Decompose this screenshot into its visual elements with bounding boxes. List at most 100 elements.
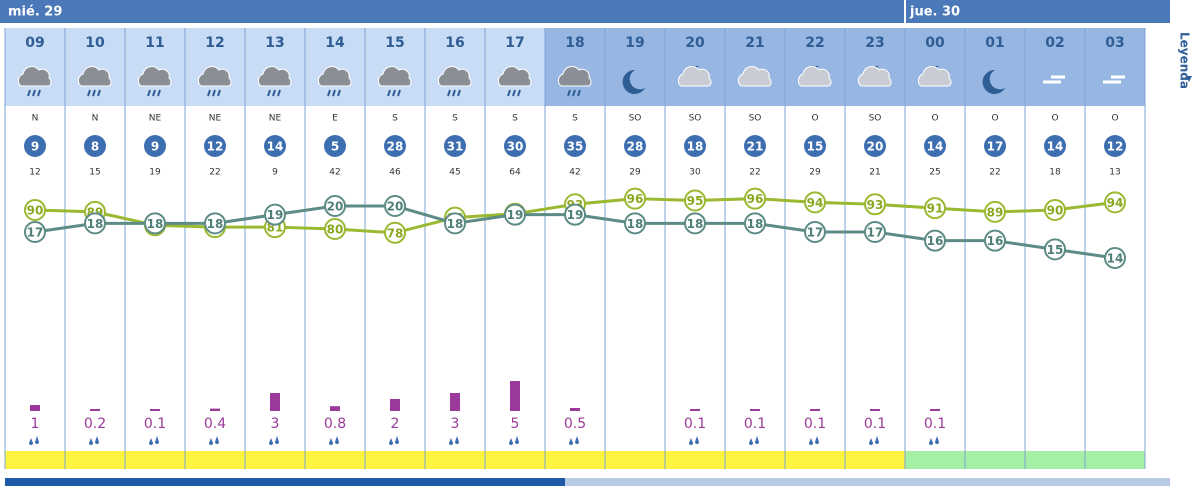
wind-speed: 17 xyxy=(987,140,1004,154)
hour-label: 22 xyxy=(805,35,824,51)
humidity-point xyxy=(24,199,46,221)
hour-label: 09 xyxy=(25,35,44,51)
bottom-band xyxy=(125,451,185,469)
day-label: mié. 29 xyxy=(8,5,62,20)
temperature-point xyxy=(384,194,406,217)
cloud-icon xyxy=(497,66,532,87)
wind-circle xyxy=(444,135,466,157)
hour-label: 15 xyxy=(385,35,404,51)
bottom-band xyxy=(1085,451,1145,469)
bottom-band xyxy=(245,451,305,469)
hour-label: 19 xyxy=(625,35,644,51)
temperature-point xyxy=(744,212,766,235)
wind-gust: 22 xyxy=(989,168,1000,178)
drops-icon xyxy=(329,436,339,445)
precip-value: 0.8 xyxy=(324,416,346,432)
cloud-icon xyxy=(77,66,112,87)
wind-circle xyxy=(684,135,706,157)
humidity-point xyxy=(684,189,706,212)
wind-direction: S xyxy=(572,114,578,124)
cloud-icon xyxy=(137,66,172,87)
precip-bar xyxy=(30,405,40,411)
hour-header xyxy=(1085,28,1145,106)
precip-value: 0.1 xyxy=(744,416,766,432)
drops-icon xyxy=(449,436,459,445)
drops-icon xyxy=(389,436,399,445)
temperature-point xyxy=(204,212,226,235)
bottom-band xyxy=(1025,451,1085,469)
wind-circle xyxy=(744,135,766,157)
rain-icon xyxy=(207,89,221,97)
hour-header xyxy=(1025,28,1085,106)
humidity-point xyxy=(384,221,406,244)
hour-label: 02 xyxy=(1045,35,1064,51)
precip-value: 0.1 xyxy=(804,416,826,432)
scroll-thumb[interactable] xyxy=(5,478,565,486)
humidity-value: 94 xyxy=(1107,196,1124,210)
bottom-band xyxy=(905,451,965,469)
temperature-point xyxy=(264,203,286,226)
wind-gust: 21 xyxy=(869,168,880,178)
drops-icon xyxy=(929,436,939,445)
bottom-band xyxy=(485,451,545,469)
legend-toggle[interactable]: Leyenda xyxy=(1178,32,1192,89)
wind-gust: 12 xyxy=(29,168,40,178)
humidity-point xyxy=(924,197,946,220)
temperature-point xyxy=(984,229,1006,252)
cloud-icon xyxy=(797,66,832,87)
wind-speed: 30 xyxy=(507,140,524,154)
scroll-track[interactable] xyxy=(565,478,1170,486)
humidity-value: 96 xyxy=(627,192,644,206)
hour-label: 00 xyxy=(925,35,945,51)
drops-icon xyxy=(149,436,159,445)
precip-bar xyxy=(690,409,700,411)
temperature-value: 18 xyxy=(87,217,104,231)
hour-label: 01 xyxy=(985,35,1004,51)
drops-icon xyxy=(749,436,759,445)
wind-gust: 15 xyxy=(89,168,100,178)
humidity-point xyxy=(624,187,646,210)
humidity-value: 89 xyxy=(987,205,1004,219)
day-bar xyxy=(0,0,1170,23)
wind-direction: N xyxy=(32,114,39,124)
humidity-value: 78 xyxy=(387,226,404,240)
precip-bar xyxy=(870,409,880,411)
humidity-point xyxy=(1044,199,1066,221)
wind-speed: 20 xyxy=(867,140,884,154)
precip-value: 0.5 xyxy=(564,416,586,432)
precip-value: 2 xyxy=(391,416,400,432)
wind-speed: 14 xyxy=(1047,140,1064,154)
humidity-point xyxy=(864,193,886,216)
drops-icon xyxy=(809,436,819,445)
wind-gust: 13 xyxy=(1109,168,1120,178)
temperature-value: 18 xyxy=(687,217,704,231)
wind-direction: N xyxy=(92,114,99,124)
precip-bar xyxy=(90,409,100,411)
wind-gust: 18 xyxy=(1049,168,1061,178)
drops-icon xyxy=(209,436,219,445)
wind-direction: NE xyxy=(209,114,222,124)
wind-circle xyxy=(504,135,526,157)
hour-label: 17 xyxy=(505,35,524,51)
temperature-value: 17 xyxy=(807,226,824,240)
humidity-value: 91 xyxy=(927,202,944,216)
wind-speed: 12 xyxy=(1107,140,1124,154)
rain-icon xyxy=(27,89,41,97)
cloud-icon xyxy=(557,66,592,87)
hour-label: 23 xyxy=(865,35,884,51)
wind-direction: NE xyxy=(269,114,282,124)
wind-direction: SO xyxy=(689,114,702,124)
wind-circle xyxy=(924,135,946,157)
bottom-band xyxy=(785,451,845,469)
wind-speed: 15 xyxy=(807,140,824,154)
legend-arrow[interactable] xyxy=(1186,76,1192,82)
temperature-value: 18 xyxy=(147,217,164,231)
legend-strip[interactable] xyxy=(1172,0,1200,486)
wind-circle xyxy=(624,135,646,157)
precip-value: 3 xyxy=(451,416,460,432)
wind-gust: 42 xyxy=(569,168,580,178)
wind-speed: 8 xyxy=(91,140,99,154)
temperature-value: 18 xyxy=(627,217,644,231)
wind-gust: 45 xyxy=(449,168,460,178)
